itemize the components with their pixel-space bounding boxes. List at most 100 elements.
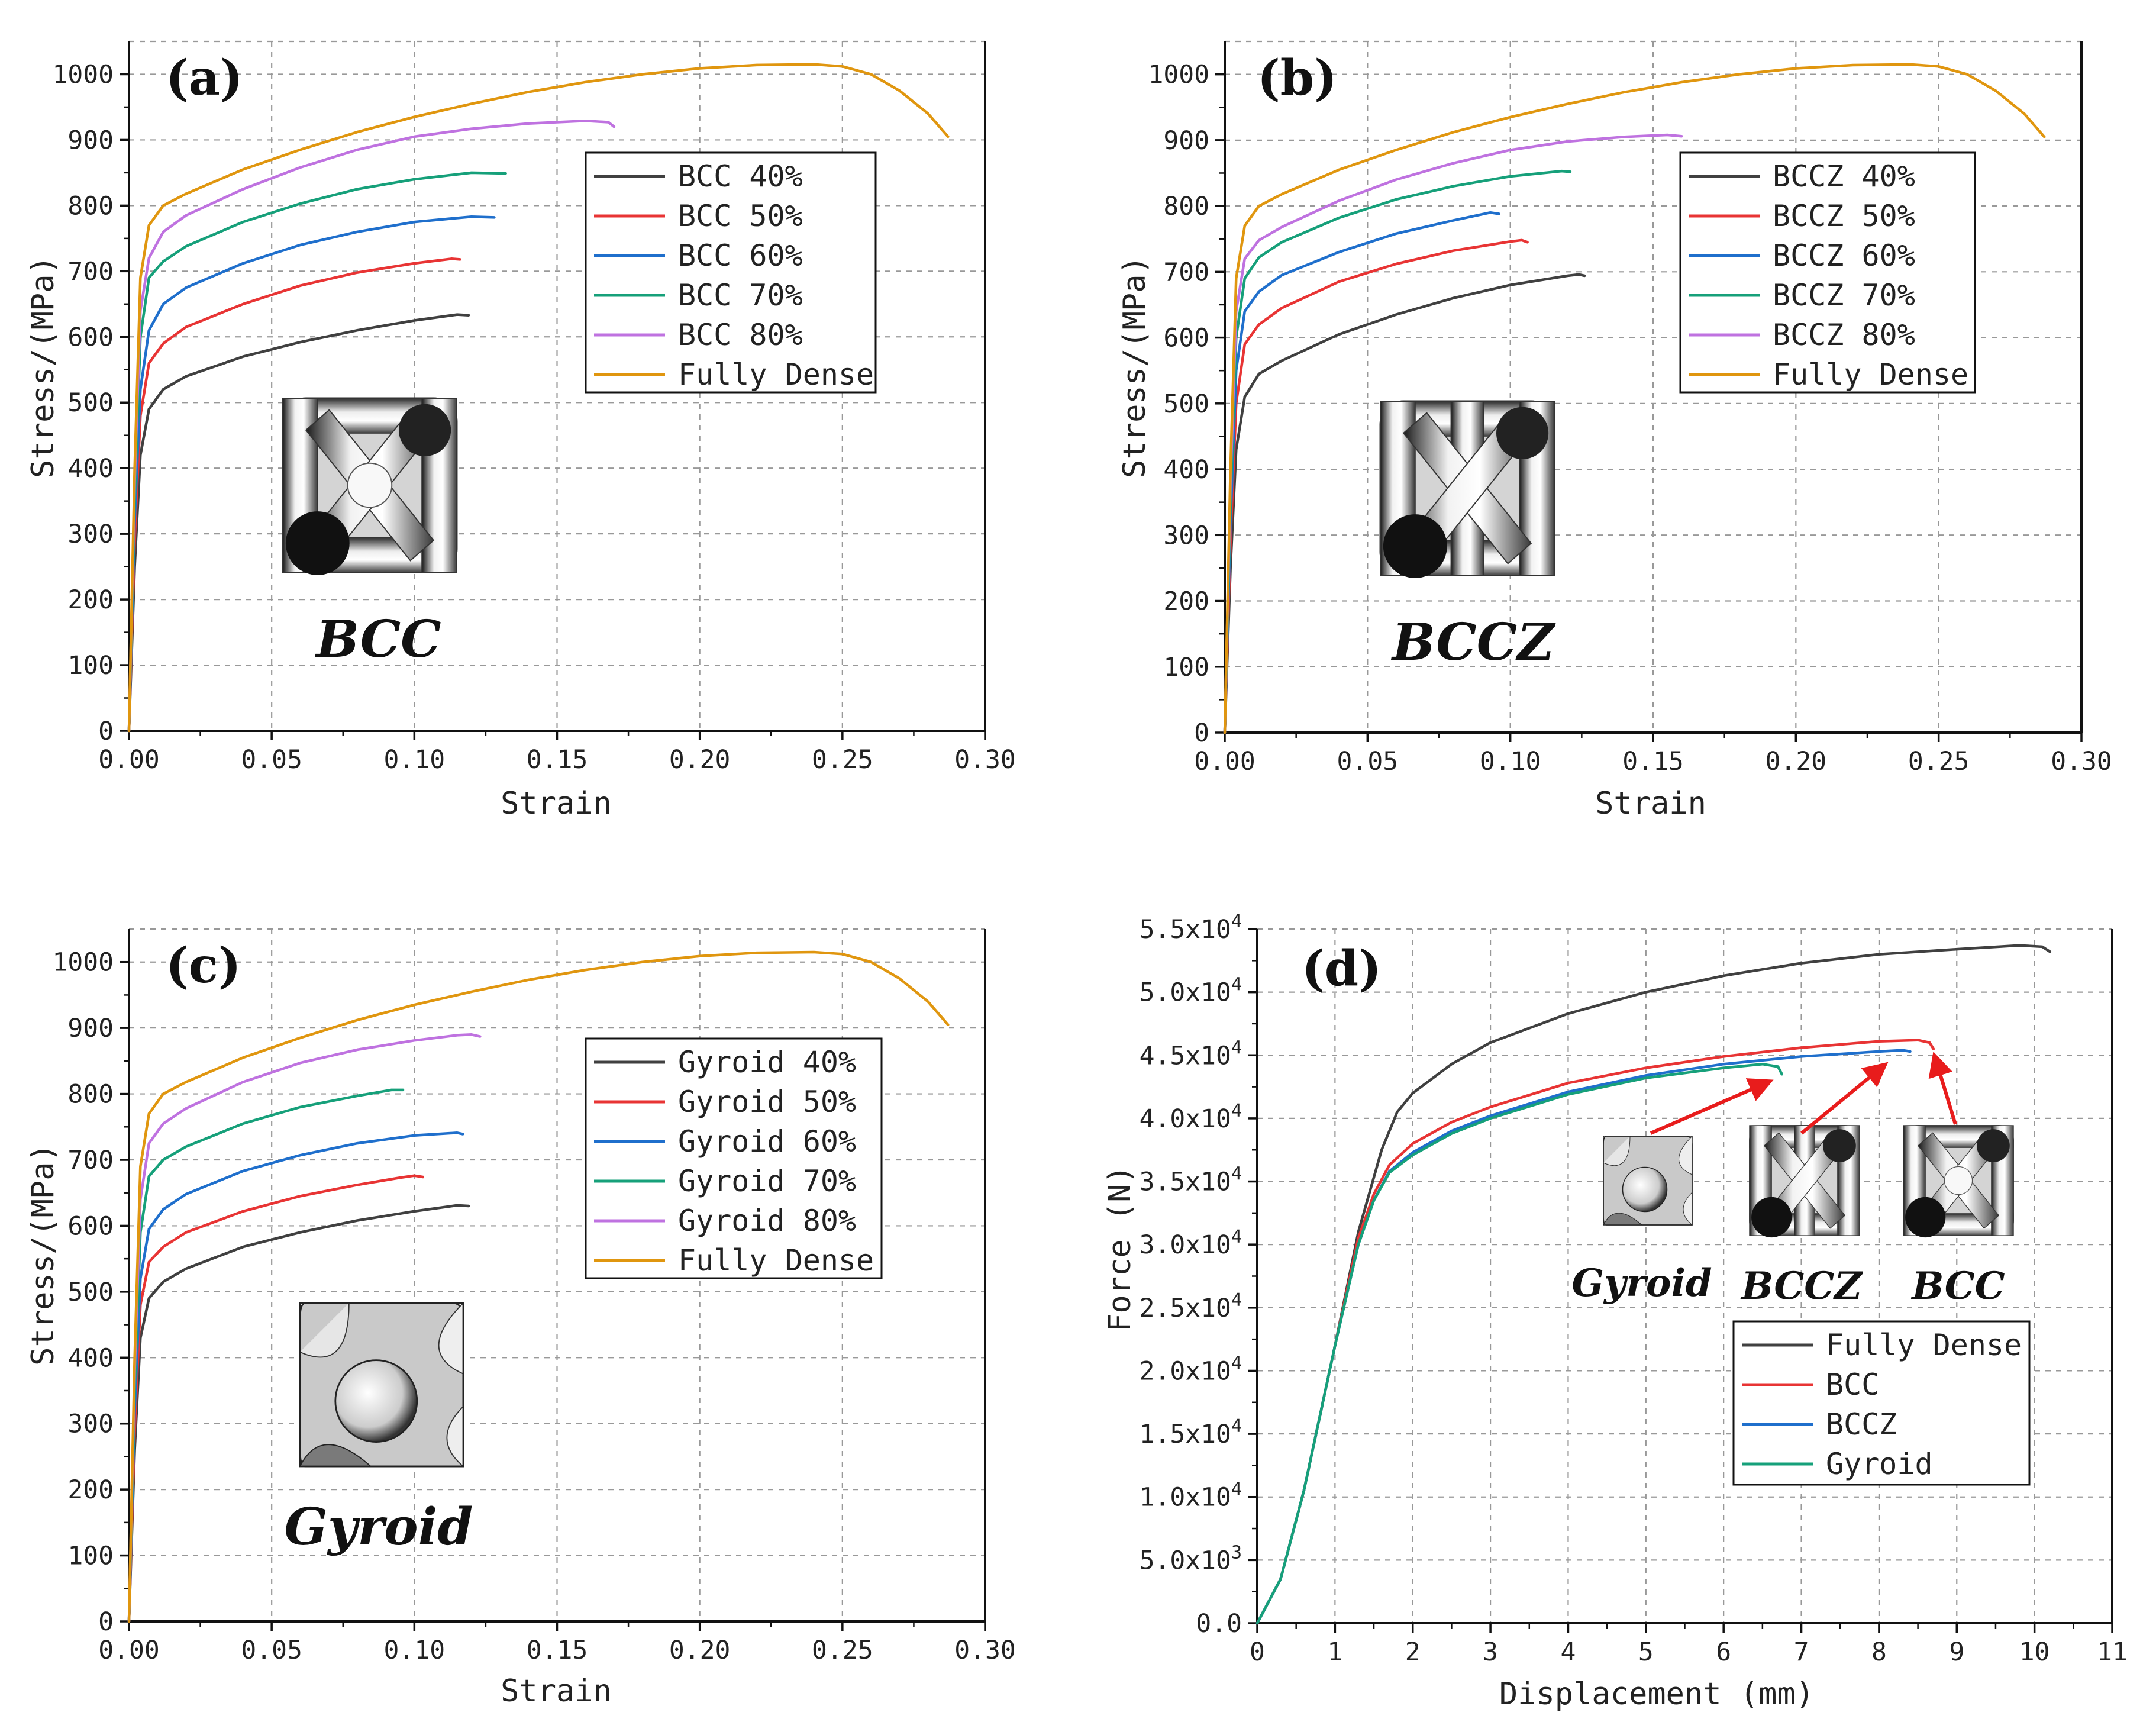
legend-label: BCC [1826, 1368, 1879, 1402]
series-line-fully-dense [127, 63, 950, 733]
y-tick-label: 400 [67, 1343, 114, 1373]
x-tick-label: 0.30 [954, 745, 1016, 775]
panel-b-y-axis-title: Stress/(MPa) [1117, 256, 1153, 478]
panel-d-bcc-label: BCC [1910, 1264, 2005, 1308]
series-line-bcc-80- [127, 120, 616, 733]
y-tick-label: 800 [67, 191, 114, 221]
panel-d-y-axis-title: Force (N) [1102, 1165, 1138, 1332]
y-tick-label: 600 [1163, 324, 1209, 353]
legend-label: BCCZ 40% [1773, 159, 1915, 194]
series-line-fully-dense [1223, 63, 2046, 734]
y-tick-label: 5.5x104 [1140, 911, 1242, 944]
y-tick-label: 1.5x104 [1140, 1416, 1242, 1449]
y-tick-label: 100 [67, 1542, 114, 1571]
panel-c-structure-label: Gyroid [285, 1497, 473, 1557]
gyroid-inset-illustration [1603, 1136, 1693, 1226]
series-line-bcc-40- [127, 313, 470, 733]
y-tick-label: 2.5x104 [1140, 1290, 1242, 1323]
y-tick-label: 900 [67, 125, 114, 155]
x-tick-label: 4 [1561, 1637, 1576, 1667]
y-tick-label: 0 [98, 1607, 114, 1637]
panel-c-legend: Gyroid 40% Gyroid 50% Gyroid 60% Gyroid 70%… [585, 1037, 883, 1279]
legend-label: Gyroid 60% [678, 1124, 856, 1159]
x-tick-label: 0.20 [669, 1636, 731, 1665]
bcc-lattice-illustration [282, 397, 458, 576]
panel-d-gyroid-label: Gyroid [1571, 1261, 1712, 1305]
legend-label: BCC 80% [678, 318, 803, 352]
bccz-arrow [1800, 1062, 1889, 1135]
x-tick-label: 0.00 [98, 745, 160, 775]
x-tick-label: 0.05 [241, 745, 302, 775]
legend-label: BCCZ 60% [1773, 238, 1915, 273]
legend-label: Fully Dense [1773, 357, 1968, 392]
x-tick-label: 0.30 [954, 1636, 1016, 1665]
x-tick-label: 11 [2097, 1637, 2128, 1667]
y-tick-label: 800 [67, 1080, 114, 1110]
x-tick-label: 0.10 [384, 745, 446, 775]
y-tick-label: 3.5x104 [1140, 1164, 1242, 1197]
panel-c-x-axis-title: Strain [501, 1673, 612, 1709]
y-tick-label: 700 [67, 1146, 114, 1175]
legend-label: Fully Dense [678, 1243, 874, 1278]
x-tick-label: 5 [1638, 1637, 1654, 1667]
x-tick-label: 1 [1327, 1637, 1342, 1667]
legend-label: BCC 70% [678, 278, 803, 312]
x-tick-label: 10 [2019, 1637, 2050, 1667]
panel-b-label: (b) [1257, 50, 1337, 107]
series-line-bcc-60- [127, 215, 496, 733]
panel-b-structure-label: BCCZ [1390, 612, 1556, 672]
y-tick-label: 800 [1163, 192, 1209, 221]
y-tick-label: 1.0x104 [1140, 1479, 1242, 1513]
series-line-bccz-80- [1223, 133, 1683, 734]
y-tick-label: 4.5x104 [1140, 1037, 1242, 1070]
y-tick-label: 5.0x103 [1140, 1542, 1242, 1575]
y-tick-label: 100 [67, 651, 114, 681]
legend-label: Gyroid 80% [678, 1204, 856, 1238]
x-tick-label: 0.20 [1766, 747, 1827, 776]
y-tick-label: 0 [1194, 718, 1209, 748]
panel-b-x-axis-title: Strain [1595, 786, 1706, 821]
y-tick-label: 900 [67, 1014, 114, 1043]
legend-label: BCCZ 50% [1773, 199, 1915, 233]
legend-label: Gyroid 70% [678, 1164, 856, 1198]
x-tick-label: 0.15 [1622, 747, 1684, 776]
y-tick-label: 700 [1163, 257, 1209, 287]
series-line-fully-dense [127, 950, 950, 1623]
y-tick-label: 300 [67, 520, 114, 549]
panel-c-gyroid-stress-strain: 0.00 0.05 0.10 0.15 0.20 0.25 0.30 0 100 200 300 40… [25, 928, 1016, 1709]
legend-label: BCC 60% [678, 238, 803, 273]
x-tick-label: 0 [1250, 1637, 1265, 1667]
gyroid-arrow [1650, 1078, 1774, 1135]
legend-label: Gyroid 50% [678, 1085, 856, 1119]
x-tick-label: 0.25 [812, 1636, 873, 1665]
x-tick-label: 0.15 [527, 1636, 588, 1665]
y-tick-label: 100 [1163, 653, 1209, 682]
x-tick-label: 3 [1483, 1637, 1498, 1667]
x-tick-label: 0.10 [384, 1636, 446, 1665]
series-line-gyroid [1255, 1062, 1783, 1625]
panel-a-y-axis-title: Stress/(MPa) [25, 256, 61, 478]
y-tick-label: 1000 [52, 60, 114, 89]
panel-a-legend-box [585, 151, 877, 394]
panel-a-structure-label: BCC [314, 610, 441, 669]
y-tick-label: 600 [67, 323, 114, 352]
series-line-gyroid-40- [127, 1204, 470, 1623]
legend-label: Fully Dense [678, 357, 874, 392]
legend-label: Gyroid 40% [678, 1045, 856, 1079]
panel-a-bcc-stress-strain: 0.00 0.05 0.10 0.15 0.20 0.25 0.30 0 100 200 300 40… [25, 40, 1016, 821]
panel-a-label: (a) [166, 50, 243, 107]
legend-label: Gyroid [1826, 1447, 1933, 1481]
x-tick-label: 9 [1949, 1637, 1964, 1667]
panel-b-bccz-stress-strain: 0.00 0.05 0.10 0.15 0.20 0.25 0.30 0 100 200 300 40… [1117, 40, 2112, 821]
series-line-gyroid-60- [127, 1131, 464, 1623]
y-tick-label: 3.0x104 [1140, 1227, 1242, 1260]
y-tick-label: 300 [67, 1410, 114, 1439]
legend-label: Fully Dense [1826, 1328, 2022, 1362]
x-tick-label: 8 [1871, 1637, 1887, 1667]
x-tick-label: 0.00 [1194, 747, 1255, 776]
legend-label: BCCZ 80% [1773, 318, 1915, 352]
legend-label: BCCZ [1826, 1407, 1897, 1442]
panel-b-legend: BCCZ 40% BCCZ 50% BCCZ 60% BCCZ 70% BCCZ 80%… [1679, 151, 1976, 394]
legend-label: BCC 50% [678, 199, 803, 233]
